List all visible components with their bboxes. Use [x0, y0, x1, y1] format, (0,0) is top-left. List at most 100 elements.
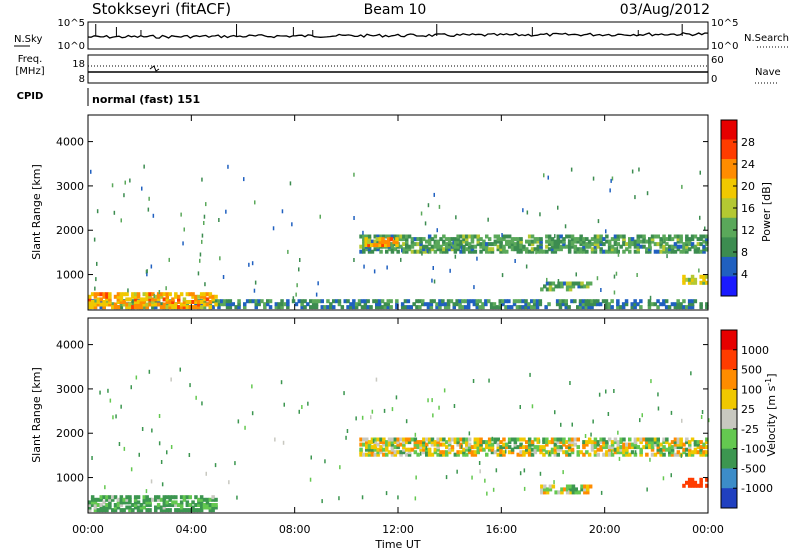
data-cell — [622, 445, 626, 450]
data-cell — [570, 237, 575, 242]
data-cell — [376, 239, 380, 244]
scatter-cell — [487, 217, 489, 222]
data-cell — [133, 500, 138, 505]
data-cell — [113, 294, 118, 299]
data-cell — [88, 302, 92, 307]
velocity-cbar-swatch — [721, 369, 737, 390]
data-cell — [136, 294, 141, 299]
data-cell — [422, 450, 426, 455]
data-cell — [682, 280, 686, 285]
scatter-cell — [495, 468, 498, 473]
data-cell — [560, 490, 564, 495]
data-cell — [530, 440, 535, 445]
data-cell — [647, 305, 652, 310]
data-cell — [151, 300, 155, 304]
scatter-cell — [564, 224, 567, 229]
data-cell — [664, 299, 669, 304]
data-cell — [375, 237, 380, 242]
data-cell — [656, 299, 660, 304]
data-cell — [536, 437, 540, 442]
data-cell — [496, 234, 500, 239]
data-cell — [405, 244, 409, 249]
data-cell — [136, 302, 141, 307]
data-cell — [116, 497, 121, 502]
data-cell — [182, 302, 187, 307]
data-cell — [621, 305, 626, 310]
data-cell — [542, 447, 546, 452]
scatter-cell — [657, 406, 660, 411]
scatter-cell — [355, 416, 357, 421]
scatter-cell — [123, 446, 126, 451]
data-cell — [402, 247, 406, 252]
data-cell — [673, 440, 678, 445]
data-cell — [699, 280, 703, 285]
data-cell — [581, 299, 586, 304]
data-cell — [536, 237, 540, 242]
data-cell — [396, 437, 400, 442]
data-cell — [688, 442, 692, 447]
data-cell — [584, 302, 589, 307]
scatter-cell — [424, 221, 427, 226]
data-cell — [579, 247, 583, 252]
sky-panel: N.Sky 10^5 10^0 10^5 10^0 N.Search — [14, 18, 790, 52]
data-cell — [670, 445, 675, 450]
data-cell — [582, 242, 586, 247]
data-cell — [633, 442, 638, 447]
data-cell — [337, 302, 342, 307]
scatter-cell — [362, 230, 364, 235]
power-cbar-swatch — [721, 237, 737, 258]
data-cell — [314, 305, 319, 310]
data-cell — [475, 302, 479, 307]
data-cell — [116, 305, 121, 310]
data-cell — [687, 483, 692, 488]
data-cell — [260, 299, 264, 304]
scatter-cell — [315, 292, 318, 297]
data-cell — [619, 234, 623, 239]
data-cell — [156, 497, 161, 502]
data-cell — [363, 299, 368, 304]
data-cell — [539, 244, 543, 249]
data-cell — [464, 299, 468, 304]
data-cell — [519, 244, 523, 249]
data-cell — [485, 247, 489, 252]
scatter-cell — [610, 178, 612, 183]
data-cell — [527, 249, 532, 254]
data-cell — [466, 302, 471, 307]
scatter-cell — [205, 202, 207, 207]
scatter-cell — [353, 258, 355, 262]
scatter-cell — [431, 398, 433, 403]
data-cell — [363, 305, 368, 310]
data-cell — [553, 249, 558, 254]
data-cell — [386, 243, 391, 248]
data-cell — [682, 299, 686, 304]
data-cell — [461, 299, 465, 304]
data-cell — [699, 483, 703, 488]
data-cell — [693, 440, 698, 445]
data-cell — [565, 490, 570, 495]
scatter-cell — [291, 222, 293, 227]
data-cell — [527, 302, 531, 307]
data-cell — [406, 305, 411, 310]
data-cell — [314, 299, 319, 304]
data-cell — [533, 447, 538, 452]
data-cell — [665, 247, 669, 252]
data-cell — [346, 299, 350, 304]
scatter-cell — [611, 449, 613, 454]
data-cell — [136, 500, 141, 505]
data-cell — [562, 237, 566, 242]
data-cell — [156, 495, 161, 500]
data-cell — [116, 500, 121, 505]
data-cell — [656, 437, 660, 442]
scatter-cell — [605, 389, 607, 394]
data-cell — [375, 243, 380, 248]
data-cell — [607, 447, 612, 452]
data-cell — [188, 305, 192, 310]
scatter-cell — [539, 212, 541, 217]
data-cell — [171, 297, 175, 302]
data-cell — [530, 249, 535, 254]
data-cell — [484, 299, 488, 304]
data-cell — [370, 447, 375, 452]
data-cell — [360, 305, 365, 310]
data-cell — [682, 249, 686, 254]
data-cell — [205, 292, 210, 297]
